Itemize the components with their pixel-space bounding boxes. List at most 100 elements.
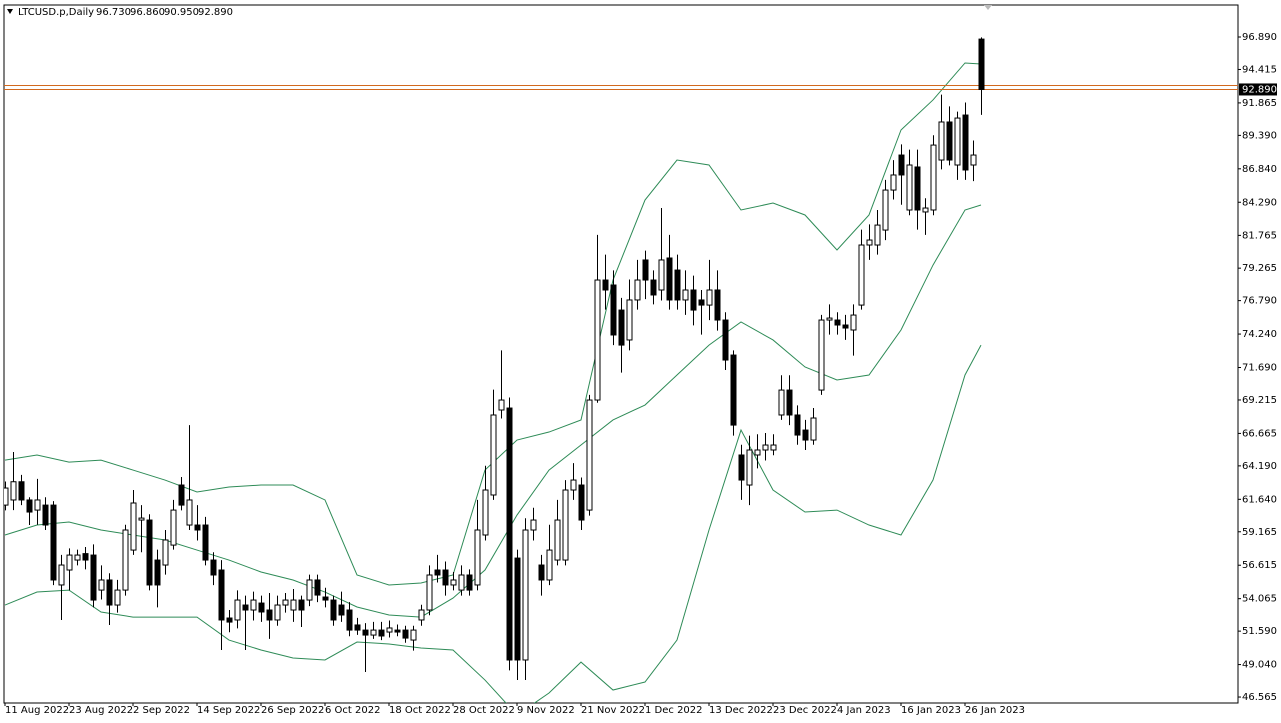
candle-body: [426, 574, 433, 611]
candle-body: [58, 564, 65, 586]
band-line: [4, 62, 982, 586]
candle-body: [954, 117, 961, 166]
candle-body: [282, 599, 289, 606]
y-tick-label: 56.615: [1242, 560, 1277, 571]
candle-body: [74, 554, 81, 561]
candle-body: [18, 481, 25, 501]
candle-body: [570, 479, 577, 491]
candle-body: [970, 154, 977, 166]
candle-body: [586, 399, 593, 511]
candle-body: [466, 574, 473, 591]
candle-body: [714, 289, 721, 321]
y-tick-label: 69.215: [1242, 395, 1277, 406]
candle-body: [930, 144, 937, 211]
candle-body: [898, 154, 905, 176]
candle-body: [594, 279, 601, 401]
band-line: [4, 344, 982, 703]
candle-body: [530, 519, 537, 531]
y-tick-label: 86.840: [1242, 164, 1277, 175]
candle-body: [786, 389, 793, 416]
candle-body: [690, 289, 697, 311]
candle-body: [106, 579, 113, 606]
candle-body: [546, 549, 553, 581]
y-tick-label: 49.040: [1242, 660, 1277, 671]
candle-body: [858, 244, 865, 306]
candle-body: [50, 504, 57, 581]
candle-body: [322, 596, 329, 601]
candle-body: [554, 519, 561, 561]
x-tick-label: 1 Dec 2022: [645, 705, 703, 716]
candle-body: [122, 529, 129, 591]
x-tick-label: 4 Jan 2023: [837, 705, 891, 716]
candle-body: [162, 539, 169, 566]
candle-body: [914, 166, 921, 211]
y-tick-label: 89.390: [1242, 130, 1277, 141]
menu-arrow: [7, 9, 13, 14]
candle-body: [506, 407, 513, 661]
y-tick-label: 66.665: [1242, 428, 1277, 439]
candle-body: [562, 489, 569, 561]
candle-body: [242, 604, 249, 611]
candle-body: [602, 279, 609, 291]
candle-body: [194, 524, 201, 531]
candle-body: [178, 484, 185, 506]
candle-body: [330, 599, 337, 621]
candle-body: [826, 317, 833, 321]
candle-body: [226, 617, 233, 623]
candle-body: [762, 444, 769, 451]
plot-frame: [3, 4, 1239, 704]
candle-body: [754, 449, 761, 456]
candle-body: [498, 399, 505, 411]
candle-body: [130, 502, 137, 551]
y-tick-label: 91.865: [1242, 98, 1277, 109]
header-low: 90.950: [164, 7, 199, 18]
candle-body: [730, 354, 737, 426]
x-tick-label: 26 Jan 2023: [965, 705, 1025, 716]
candle-body: [42, 504, 49, 526]
candle-body: [98, 579, 105, 591]
header-high: 96.860: [130, 7, 165, 18]
x-tick-label: 26 Sep 2022: [261, 705, 324, 716]
y-tick-label: 71.690: [1242, 363, 1277, 374]
y-tick-label: 46.565: [1242, 692, 1277, 703]
candle-body: [202, 524, 209, 561]
y-tick-label: 94.415: [1242, 64, 1277, 75]
plot-area: [4, 37, 1238, 703]
candle-body: [82, 553, 89, 561]
y-tick-label: 79.265: [1242, 263, 1277, 274]
candle-body: [298, 599, 305, 611]
candle-body: [818, 319, 825, 391]
candle-body: [866, 239, 873, 246]
candle-body: [482, 489, 489, 536]
header-open: 96.730: [96, 7, 131, 18]
candle-body: [386, 627, 393, 633]
candle-body: [378, 629, 385, 637]
candle-body: [306, 579, 313, 601]
candle-body: [450, 579, 457, 586]
candle-body: [26, 499, 33, 513]
candle-body: [394, 629, 401, 633]
y-tick-label: 51.590: [1242, 626, 1277, 637]
candle-body: [610, 284, 617, 336]
y-tick-label: 54.065: [1242, 594, 1277, 605]
candle-body: [458, 574, 465, 591]
candle-body: [738, 454, 745, 481]
candle-body: [938, 121, 945, 161]
x-tick-label: 23 Dec 2022: [773, 705, 837, 716]
candle-body: [978, 38, 985, 90]
y-tick-label: 81.765: [1242, 230, 1277, 241]
x-tick-label: 21 Nov 2022: [581, 705, 645, 716]
candle-body: [514, 557, 521, 661]
candle-body: [442, 569, 449, 586]
candle-body: [138, 517, 145, 521]
candle-body: [410, 629, 417, 641]
candle-body: [186, 499, 193, 526]
candle-body: [834, 319, 841, 326]
candle-body: [218, 569, 225, 621]
candle-body: [146, 519, 153, 586]
current-price-box: [1239, 83, 1277, 96]
candle-body: [746, 449, 753, 486]
candle-body: [778, 389, 785, 416]
candle-body: [90, 554, 97, 601]
